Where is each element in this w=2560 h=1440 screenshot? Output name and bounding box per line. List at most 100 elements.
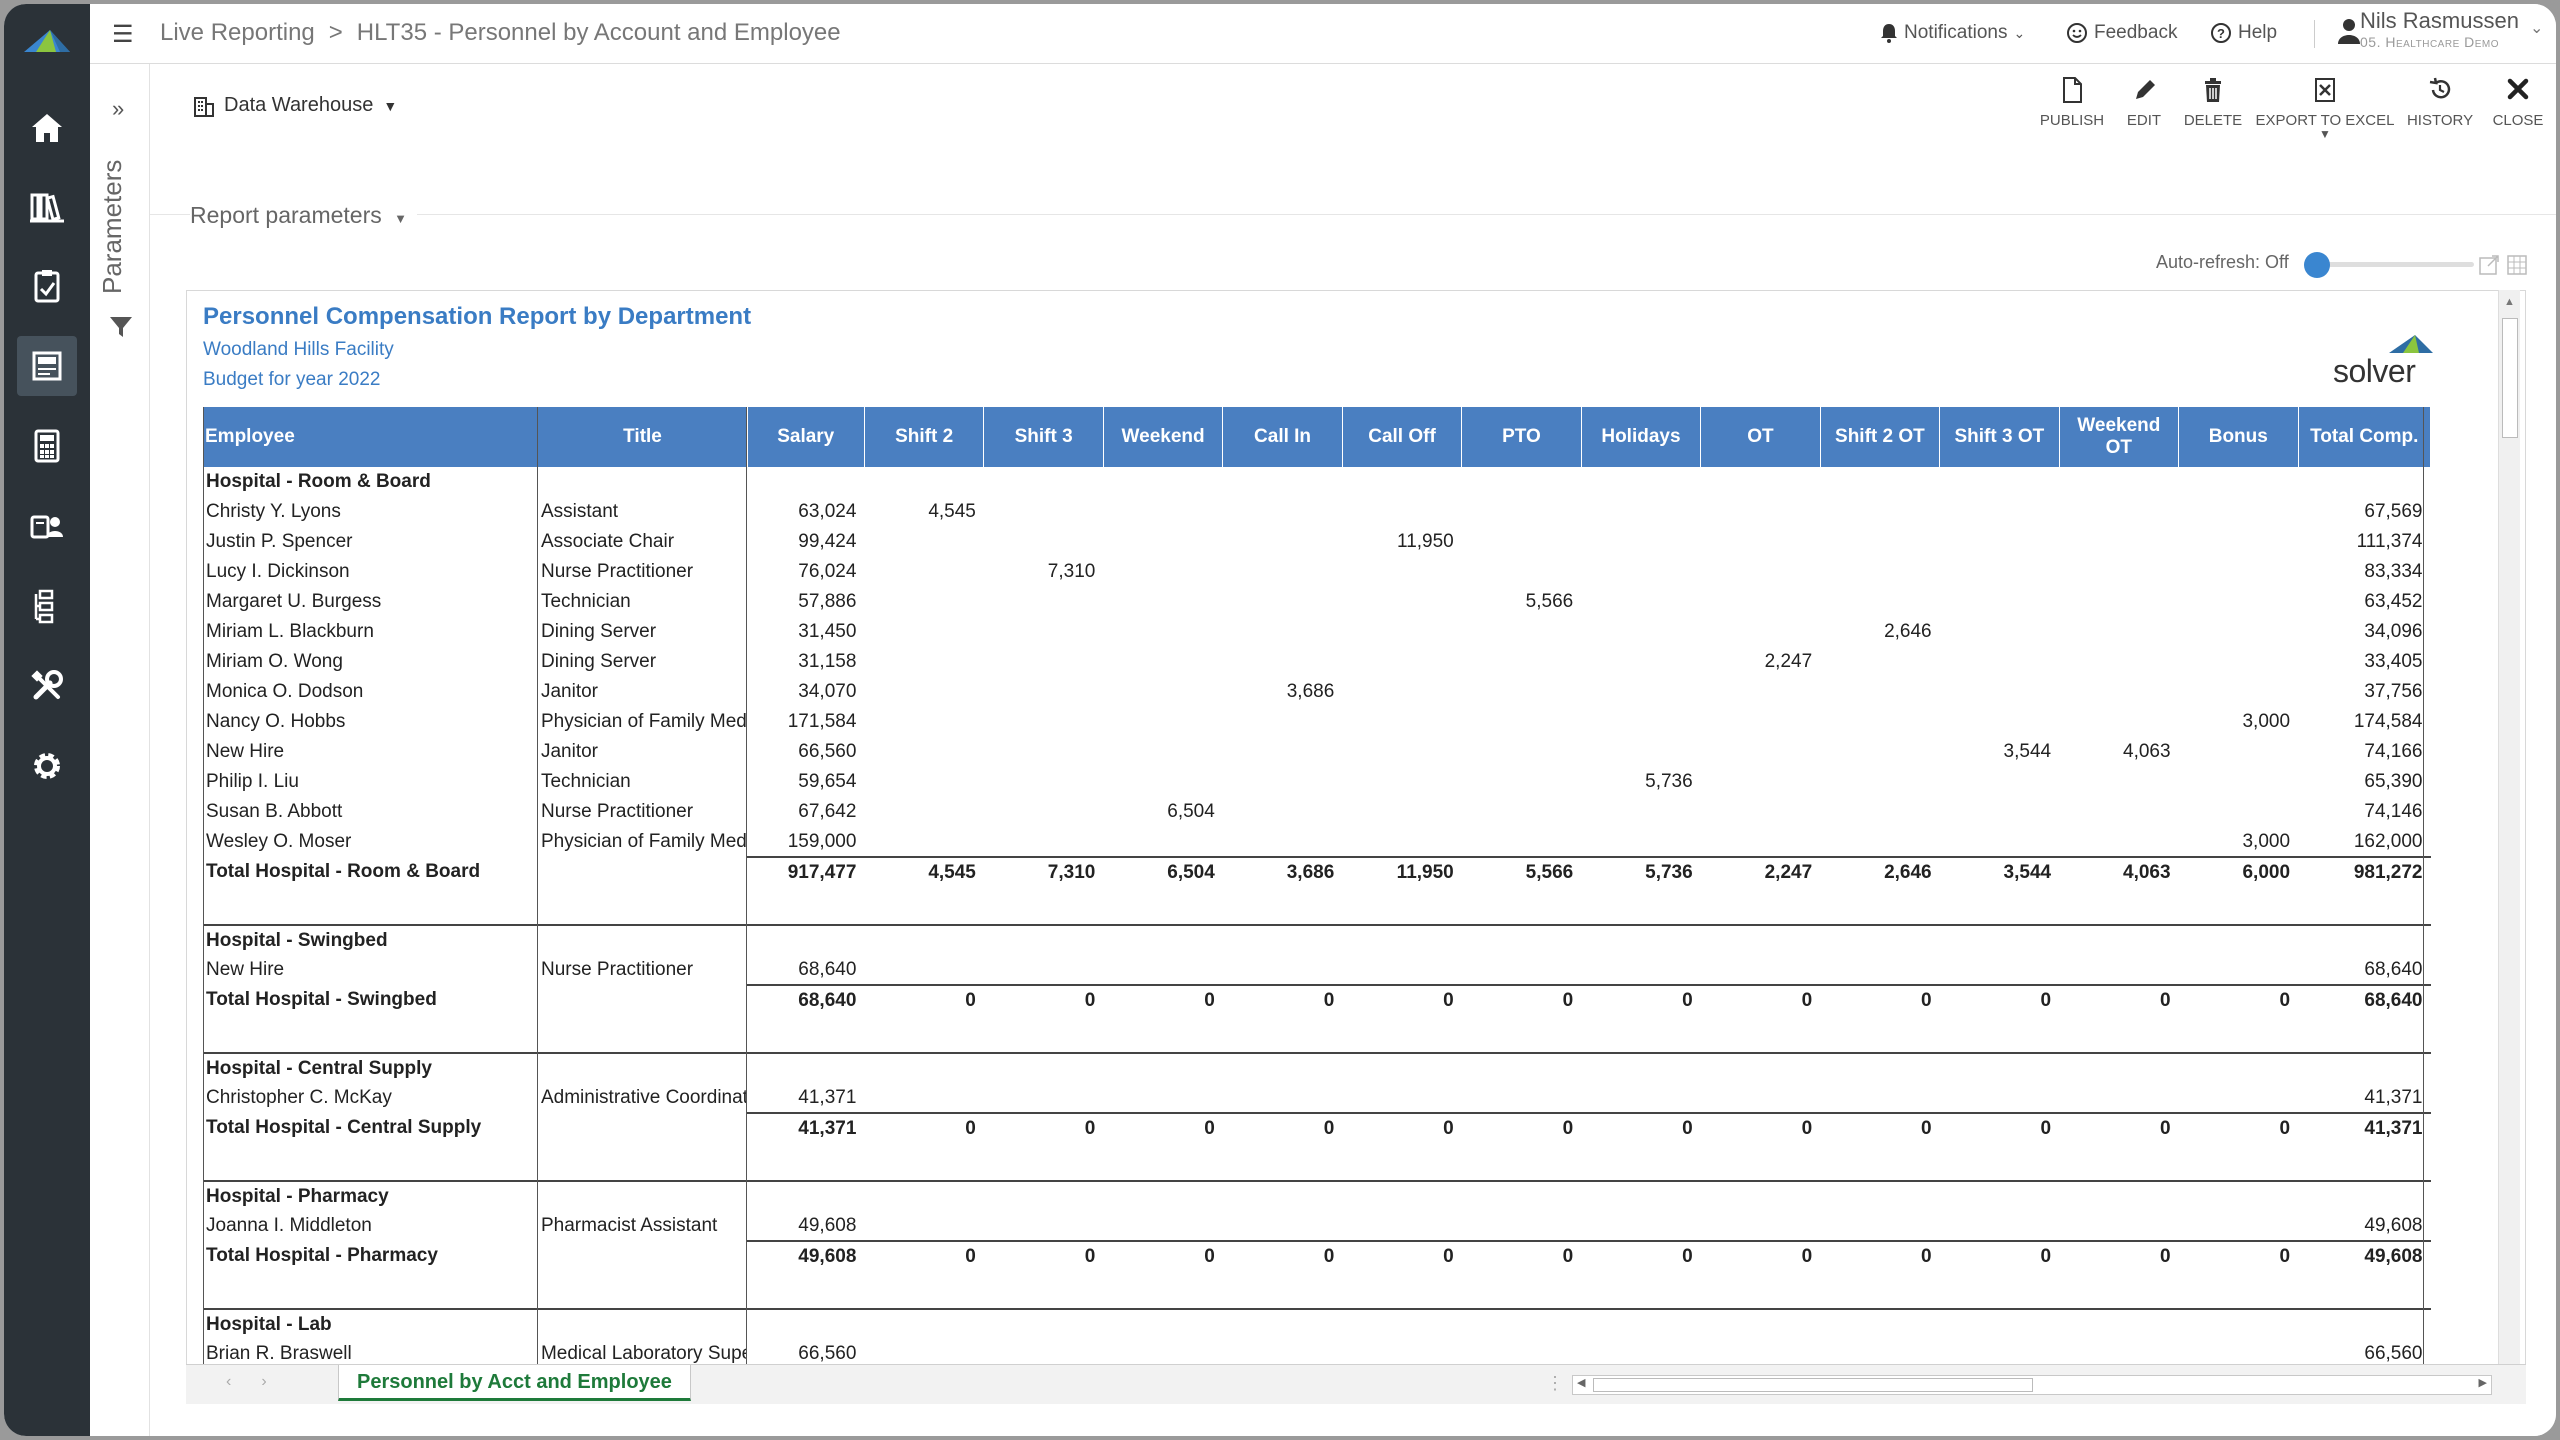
hamburger-menu-icon[interactable]: ☰ xyxy=(112,21,134,48)
nav-calculator-icon[interactable] xyxy=(17,416,77,476)
value-cell xyxy=(1701,587,1820,617)
nav-hierarchy-icon[interactable] xyxy=(17,576,77,636)
table-row[interactable]: Justin P. Spencer Associate Chair 99,424 11… xyxy=(203,527,2431,557)
table-row[interactable]: Miriam O. Wong Dining Server 31,158 2,247 33… xyxy=(203,647,2431,677)
nav-settings-gear-icon[interactable] xyxy=(17,736,77,796)
close-button[interactable]: CLOSE xyxy=(2480,76,2556,141)
total-value: 4,545 xyxy=(864,856,984,887)
total-label: Total Hospital - Room & Board xyxy=(206,861,481,882)
user-avatar-icon[interactable] xyxy=(2338,18,2360,44)
total-value: 41,371 xyxy=(2298,1112,2431,1143)
value-cell xyxy=(2059,1211,2178,1241)
publish-button[interactable]: PUBLISH xyxy=(2032,76,2112,141)
compensation-table: Employee Title Salary Shift 2 Shift 3 Weekend… xyxy=(203,407,2432,1387)
table-row[interactable]: Margaret U. Burgess Technician 57,886 5,566… xyxy=(203,587,2431,617)
value-cell xyxy=(1581,557,1700,587)
employee-cell: Monica O. Dodson xyxy=(206,681,364,702)
table-row[interactable]: Christopher C. McKay Administrative Coord… xyxy=(203,1083,2431,1113)
total-label: Total Hospital - Swingbed xyxy=(206,989,437,1010)
value-cell xyxy=(1820,767,1939,797)
scroll-right-arrow-icon[interactable]: ▶ xyxy=(2478,1377,2487,1389)
table-row[interactable]: Monica O. Dodson Janitor 34,070 3,686 37,756 xyxy=(203,677,2431,707)
building-icon xyxy=(194,96,214,117)
sheet-tab-bar: ‹› Personnel by Acct and Employee ⋮ ◀ ▶ xyxy=(186,1364,2526,1404)
nav-live-reporting-icon[interactable] xyxy=(17,336,77,396)
scroll-up-arrow-icon[interactable]: ▲ xyxy=(2504,296,2515,308)
auto-refresh-slider[interactable] xyxy=(2304,250,2474,280)
breadcrumb: Live Reporting > HLT35 - Personnel by Acco… xyxy=(160,19,841,47)
nav-users-icon[interactable] xyxy=(17,496,77,556)
horizontal-scroll-thumb[interactable] xyxy=(1593,1378,2033,1392)
delete-button[interactable]: DELETE xyxy=(2176,76,2250,141)
parameters-label[interactable]: Parameters xyxy=(97,159,127,294)
column-header: Shift 2 OT xyxy=(1820,407,1941,467)
value-cell xyxy=(1940,707,2059,737)
value-cell xyxy=(1940,767,2059,797)
value-cell xyxy=(1820,587,1939,617)
feedback-button[interactable]: Feedback xyxy=(2066,22,2177,44)
vertical-scrollbar[interactable]: ▲ ▼ xyxy=(2498,290,2520,1388)
total-value: 2,247 xyxy=(1700,856,1821,887)
history-icon xyxy=(2429,77,2451,99)
value-cell xyxy=(1701,617,1820,647)
table-row[interactable]: Nancy O. Hobbs Physician of Family Medici… xyxy=(203,707,2431,737)
horizontal-scrollbar[interactable]: ◀ ▶ xyxy=(1572,1375,2492,1395)
filter-icon[interactable] xyxy=(108,314,134,340)
table-row[interactable]: New Hire Nurse Practitioner 68,640 68,640 xyxy=(203,955,2431,985)
value-cell xyxy=(1820,797,1939,827)
nav-home-icon[interactable] xyxy=(17,98,77,158)
export-chevron-down-icon[interactable]: ▼ xyxy=(2319,127,2331,141)
expand-chevrons-icon[interactable]: » xyxy=(112,96,125,121)
table-row[interactable]: Miriam L. Blackburn Dining Server 31,450 2,… xyxy=(203,617,2431,647)
column-header: Shift 2 xyxy=(864,407,985,467)
table-row[interactable]: Philip I. Liu Technician 59,654 5,736 65,390 xyxy=(203,767,2431,797)
breadcrumb-root[interactable]: Live Reporting xyxy=(160,19,315,46)
popout-icon[interactable] xyxy=(2478,254,2500,276)
export-to-excel-button[interactable]: EXPORT TO EXCEL ▼ xyxy=(2250,76,2400,141)
value-cell: 41,371 xyxy=(798,1086,857,1108)
value-cell xyxy=(1820,1211,1939,1241)
value-cell xyxy=(1223,527,1342,557)
value-cell xyxy=(1820,497,1939,527)
total-value: 0 xyxy=(1222,1112,1343,1143)
vertical-scroll-thumb[interactable] xyxy=(2502,318,2518,438)
report-parameters-toggle[interactable]: Report parameters ▼ xyxy=(190,202,418,229)
scroll-left-arrow-icon[interactable]: ◀ xyxy=(1577,1377,1586,1389)
user-chevron-down-icon[interactable]: ⌄ xyxy=(2530,20,2544,37)
table-row[interactable]: Lucy I. Dickinson Nurse Practitioner 76,02… xyxy=(203,557,2431,587)
trash-icon xyxy=(2205,78,2221,102)
nav-reports-library-icon[interactable] xyxy=(17,176,77,236)
sheet-nav-arrows-icon[interactable]: ‹› xyxy=(226,1373,297,1390)
employee-cell: Miriam O. Wong xyxy=(206,651,343,672)
value-cell xyxy=(864,677,983,707)
value-cell xyxy=(1223,955,1342,985)
total-value: 0 xyxy=(864,984,984,1015)
table-row[interactable]: Brian R. Braswell Medical Laboratory Supe… xyxy=(203,1339,2431,1369)
splitter-handle-icon[interactable]: ⋮ xyxy=(1546,1373,1564,1393)
edit-button[interactable]: EDIT xyxy=(2112,76,2176,141)
table-row[interactable]: Susan B. Abbott Nurse Practitioner 67,642 6… xyxy=(203,797,2431,827)
table-row[interactable]: Christy Y. Lyons Assistant 63,024 4,545 67,5… xyxy=(203,497,2431,527)
total-value: 0 xyxy=(2059,1240,2179,1271)
notifications-button[interactable]: Notifications ⌄ xyxy=(1880,22,2025,44)
value-cell xyxy=(2179,1083,2298,1113)
user-menu[interactable]: Nils Rasmussen 05. Healthcare Demo xyxy=(2360,8,2519,50)
nav-tasks-icon[interactable] xyxy=(17,256,77,316)
sheet-tab-personnel[interactable]: Personnel by Acct and Employee xyxy=(338,1365,691,1401)
data-source-selector[interactable]: Data Warehouse ▼ xyxy=(194,94,397,117)
value-cell xyxy=(1581,497,1700,527)
solver-logo-icon[interactable] xyxy=(22,24,72,56)
value-cell xyxy=(1940,617,2059,647)
slider-knob[interactable] xyxy=(2304,252,2330,278)
value-cell xyxy=(1940,587,2059,617)
feedback-label: Feedback xyxy=(2094,22,2178,43)
table-row[interactable]: Joanna I. Middleton Pharmacist Assistant 4… xyxy=(203,1211,2431,1241)
table-row[interactable]: Wesley O. Moser Physician of Family Medic… xyxy=(203,827,2431,857)
history-button[interactable]: HISTORY xyxy=(2400,76,2480,141)
value-cell: 57,886 xyxy=(798,591,857,612)
table-row[interactable]: New Hire Janitor 66,560 3,544 4,063 74,166 xyxy=(203,737,2431,767)
grid-view-icon[interactable] xyxy=(2506,254,2528,276)
employee-cell: New Hire xyxy=(206,741,285,762)
nav-tools-icon[interactable] xyxy=(17,656,77,716)
help-button[interactable]: ? Help xyxy=(2210,22,2277,44)
